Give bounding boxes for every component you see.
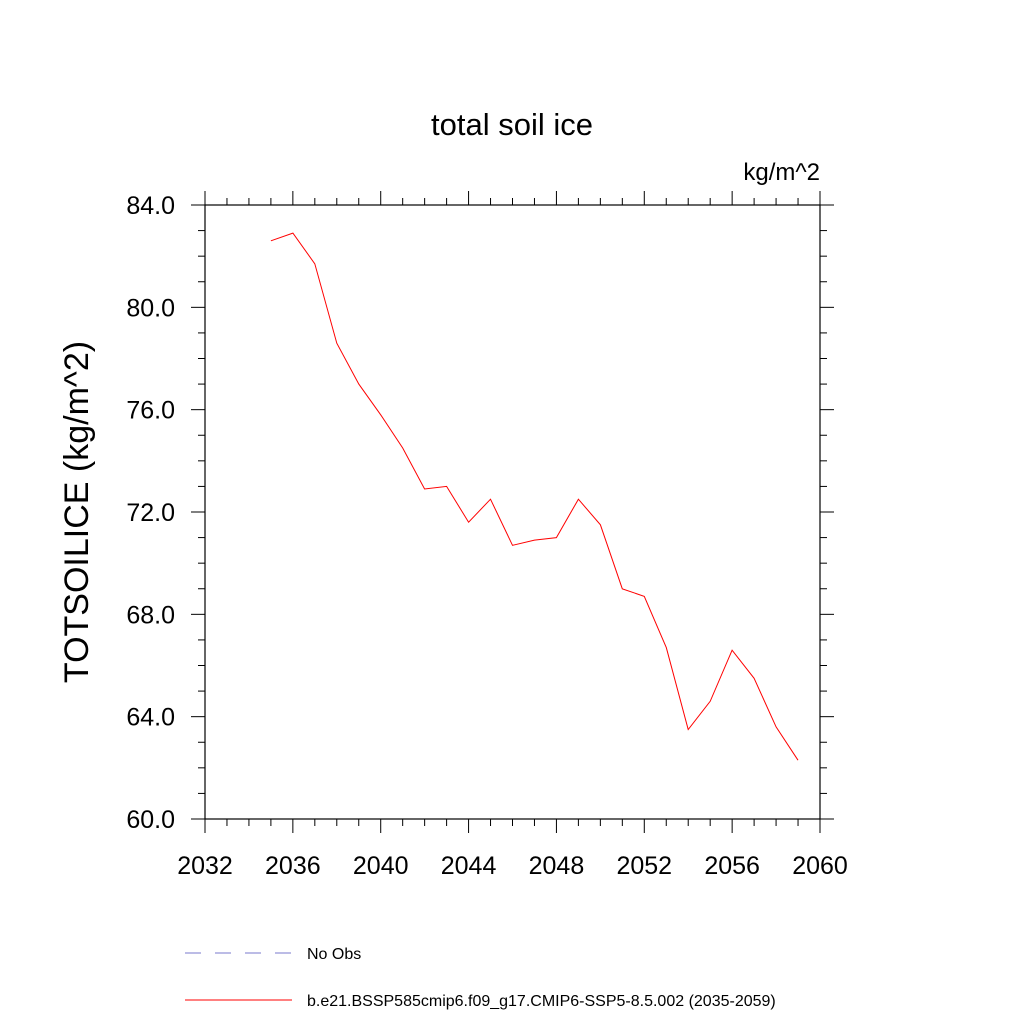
axis-tick-labels: 2032 2036 2040 2044 2048 2052 2056 2060 60.0 64.0…	[126, 192, 847, 880]
y-tick-label: 72.0	[126, 499, 175, 527]
y-tick-label: 60.0	[126, 806, 175, 834]
x-tick-label: 2032	[177, 852, 233, 880]
legend-label: No Obs	[307, 946, 361, 963]
legend: No Obs b.e21.BSSP585cmip6.f09_g17.CMIP6-S…	[185, 946, 776, 1010]
y-tick-label: 68.0	[126, 601, 175, 629]
units-label: kg/m^2	[743, 159, 820, 186]
y-tick-label: 84.0	[126, 192, 175, 220]
y-tick-label: 64.0	[126, 704, 175, 732]
x-tick-label: 2040	[353, 852, 409, 880]
x-tick-label: 2036	[265, 852, 321, 880]
y-axis-label: TOTSOILICE (kg/m^2)	[58, 341, 96, 683]
series-line	[270, 232, 799, 761]
legend-label: b.e21.BSSP585cmip6.f09_g17.CMIP6-SSP5-8.…	[307, 993, 776, 1010]
x-tick-label: 2048	[529, 852, 585, 880]
x-tick-label: 2052	[616, 852, 672, 880]
x-tick-label: 2060	[792, 852, 848, 880]
y-tick-label: 76.0	[126, 397, 175, 425]
plot-frame	[204, 204, 821, 820]
x-tick-label: 2056	[704, 852, 760, 880]
axis-ticks	[191, 191, 834, 833]
chart-title: total soil ice	[431, 107, 593, 142]
x-tick-label: 2044	[441, 852, 497, 880]
series-layer	[270, 232, 799, 761]
y-tick-label: 80.0	[126, 294, 175, 322]
